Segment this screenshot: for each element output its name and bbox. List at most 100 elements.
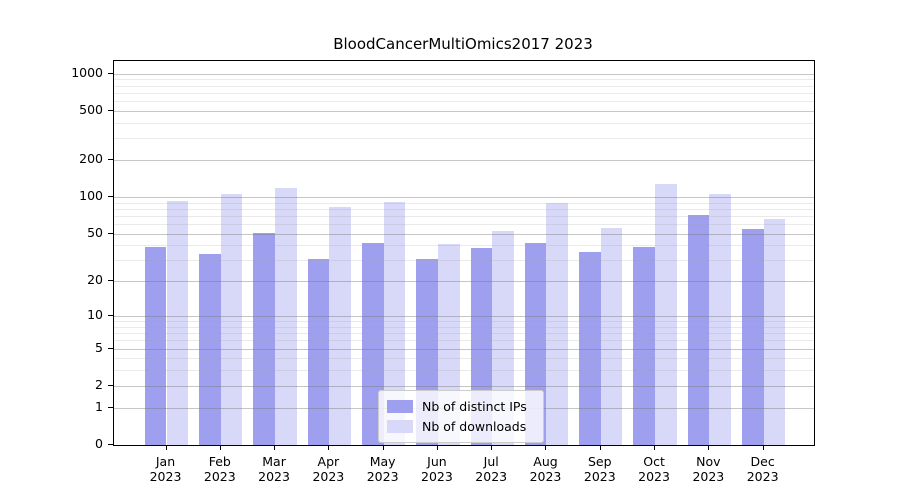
bar-sep-nb-of-distinct-ips: [579, 252, 601, 445]
x-tick-label-aug: Aug 2023: [529, 454, 562, 484]
gridline-minor-90: [114, 202, 814, 204]
x-tick-label-may: May 2023: [366, 454, 399, 484]
gridline-major-200: [114, 159, 814, 161]
gridline-minor-30: [114, 260, 814, 262]
gridline-minor-6: [114, 340, 814, 342]
y-tick-mark-50: [108, 232, 113, 234]
legend: Nb of distinct IPs Nb of downloads: [378, 390, 544, 443]
gridline-minor-80: [114, 208, 814, 210]
x-tick-mark-feb: [219, 445, 221, 450]
gridline-minor-800: [114, 85, 814, 87]
y-tick-label-100: 100: [79, 187, 103, 203]
x-tick-mark-jun: [436, 445, 438, 450]
bar-oct-nb-of-downloads: [655, 183, 677, 445]
y-tick-mark-0: [108, 444, 113, 445]
x-tick-mark-sep: [599, 445, 601, 450]
x-tick-mark-nov: [708, 445, 710, 450]
x-tick-label-jun: Jun 2023: [421, 454, 453, 484]
gridline-minor-4: [114, 358, 814, 360]
y-tick-mark-200: [108, 158, 113, 160]
y-tick-label-20: 20: [87, 272, 103, 288]
legend-label-downloads: Nb of downloads: [422, 418, 527, 434]
bar-feb-nb-of-distinct-ips: [199, 253, 221, 445]
x-tick-label-oct: Oct 2023: [638, 454, 670, 484]
bar-apr-nb-of-downloads: [329, 206, 352, 445]
y-tick-mark-20: [108, 280, 113, 282]
x-tick-label-jan: Jan 2023: [149, 454, 182, 484]
gridline-minor-600: [114, 101, 814, 103]
y-tick-label-2: 2: [95, 376, 103, 392]
gridline-major-10: [114, 316, 814, 318]
gridline-major-500: [114, 110, 814, 112]
y-tick-label-0: 0: [95, 436, 103, 451]
gridline-minor-3: [114, 370, 814, 372]
x-tick-label-dec: Dec 2023: [746, 454, 779, 484]
x-tick-mark-aug: [545, 445, 547, 450]
x-tick-label-jul: Jul 2023: [475, 454, 508, 484]
gridline-major-50: [114, 233, 814, 235]
bar-apr-nb-of-distinct-ips: [307, 258, 330, 445]
bar-mar-nb-of-downloads: [275, 188, 297, 445]
gridline-minor-8: [114, 326, 814, 328]
bar-jan-nb-of-distinct-ips: [144, 246, 167, 445]
gridline-minor-60: [114, 224, 814, 226]
gridline-minor-7: [114, 333, 814, 335]
y-tick-mark-1: [108, 406, 113, 408]
gridline-minor-70: [114, 215, 814, 217]
y-tick-mark-5: [108, 347, 113, 349]
x-tick-mark-mar: [274, 445, 276, 450]
chart-title: BloodCancerMultiOmics2017 2023: [333, 35, 593, 53]
x-tick-mark-may: [382, 445, 384, 450]
x-tick-label-sep: Sep 2023: [583, 454, 616, 484]
y-tick-label-500: 500: [79, 101, 103, 117]
legend-label-distinct-ips: Nb of distinct IPs: [422, 398, 527, 414]
y-tick-mark-2: [108, 384, 113, 386]
y-tick-label-1000: 1000: [71, 64, 103, 80]
legend-swatch-downloads-icon: [387, 419, 413, 433]
y-tick-label-10: 10: [87, 307, 103, 323]
gridline-major-100: [114, 196, 814, 198]
legend-entry-distinct-ips: Nb of distinct IPs: [387, 396, 535, 416]
x-tick-mark-oct: [654, 445, 656, 450]
y-tick-mark-10: [108, 315, 113, 317]
x-tick-label-mar: Mar 2023: [258, 454, 290, 484]
bar-mar-nb-of-distinct-ips: [253, 232, 276, 445]
gridline-minor-700: [114, 92, 814, 94]
bar-nov-nb-of-downloads: [709, 193, 732, 445]
x-tick-label-nov: Nov 2023: [692, 454, 725, 484]
gridline-minor-40: [114, 245, 814, 247]
gridline-major-5: [114, 348, 814, 350]
bar-feb-nb-of-downloads: [220, 193, 243, 445]
y-tick-label-1: 1: [95, 398, 103, 414]
gridline-minor-9: [114, 321, 814, 323]
gridline-major-1000: [114, 73, 814, 75]
y-tick-label-5: 5: [95, 339, 103, 355]
x-tick-mark-apr: [328, 445, 330, 450]
legend-swatch-distinct-ips-icon: [387, 399, 413, 413]
gridline-minor-900: [114, 79, 814, 81]
gridline-major-2: [114, 385, 814, 387]
y-tick-label-200: 200: [79, 150, 103, 166]
x-tick-mark-jan: [165, 445, 167, 450]
bar-dec-nb-of-distinct-ips: [741, 228, 764, 445]
y-tick-mark-100: [108, 195, 113, 197]
y-tick-mark-1000: [108, 72, 113, 74]
gridline-minor-300: [114, 138, 814, 140]
bar-jan-nb-of-downloads: [166, 200, 189, 445]
legend-entry-downloads: Nb of downloads: [387, 416, 535, 436]
x-tick-label-apr: Apr 2023: [312, 454, 345, 484]
bar-nov-nb-of-distinct-ips: [687, 215, 710, 445]
plot-area: [113, 60, 815, 446]
gridline-minor-400: [114, 122, 814, 124]
y-tick-label-50: 50: [87, 224, 103, 240]
bar-may-nb-of-downloads: [383, 201, 406, 445]
bar-dec-nb-of-downloads: [763, 218, 786, 445]
bar-oct-nb-of-distinct-ips: [633, 246, 656, 445]
x-tick-label-feb: Feb 2023: [203, 454, 236, 484]
x-tick-mark-jul: [491, 445, 493, 450]
gridline-major-20: [114, 281, 814, 283]
y-tick-mark-500: [108, 109, 113, 111]
x-tick-mark-dec: [762, 445, 764, 450]
bar-aug-nb-of-downloads: [546, 202, 569, 445]
